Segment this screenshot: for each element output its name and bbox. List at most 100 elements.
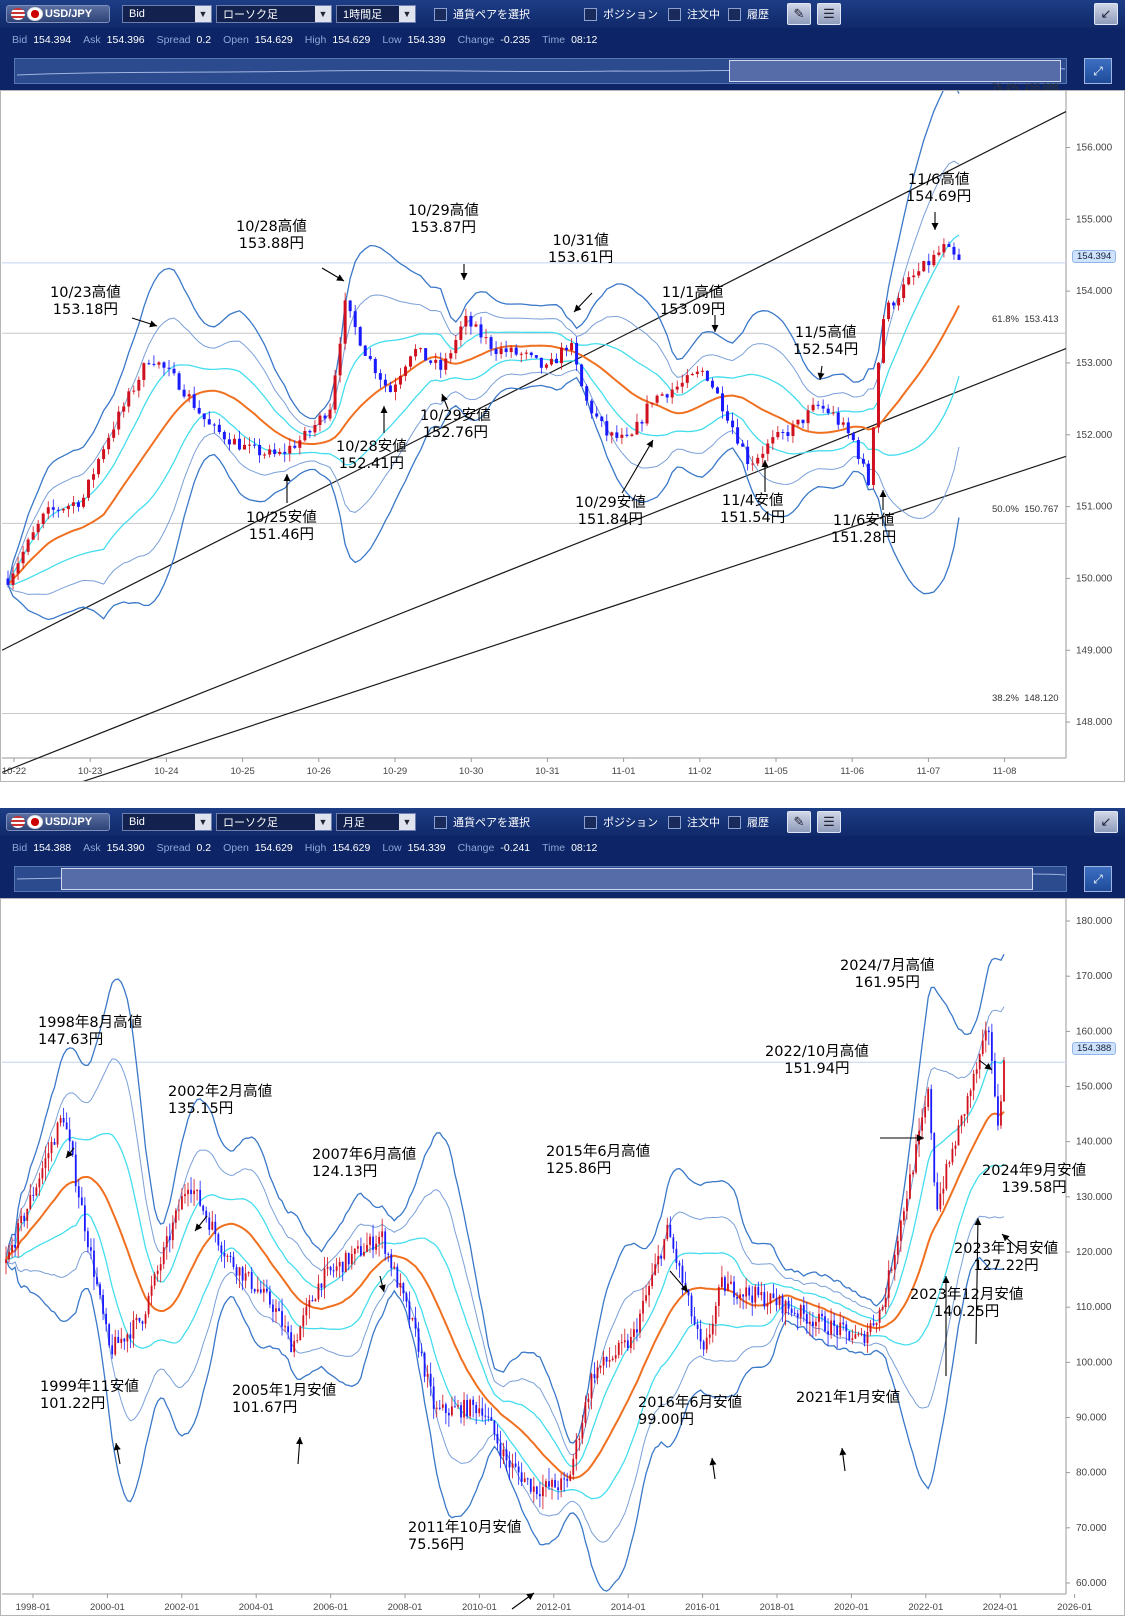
bid-value: 154.388 xyxy=(33,842,72,854)
navigator-window[interactable] xyxy=(729,60,1061,82)
candle-body xyxy=(256,1289,259,1292)
candle-body xyxy=(174,1210,177,1223)
candle-body xyxy=(978,1054,981,1070)
price-type-select[interactable]: Bid ▼ xyxy=(122,813,212,831)
draw-tool-button[interactable]: ✎ xyxy=(787,811,811,833)
candle-body xyxy=(966,1096,969,1115)
navigator-track[interactable] xyxy=(14,866,1067,892)
checkbox[interactable] xyxy=(728,7,741,21)
timeframe-select[interactable]: 月足 ▼ xyxy=(336,813,416,831)
candle-body xyxy=(655,395,659,403)
position-toggle[interactable]: ポジション xyxy=(584,813,658,831)
candle-body xyxy=(605,1356,608,1362)
y-tick-label: 150.000 xyxy=(1076,573,1113,584)
monthly-plot-area[interactable]: 180.000 170.000 160.000 150.000 140.000 130.0… xyxy=(2,898,1125,1616)
candle-body xyxy=(71,1141,74,1155)
candle-body xyxy=(484,337,488,339)
band-middle-lower xyxy=(5,1215,1005,1543)
settings-button[interactable]: ☰ xyxy=(817,811,841,833)
candle-body xyxy=(669,1224,672,1238)
candle-body xyxy=(878,1309,881,1323)
navigator-window[interactable] xyxy=(61,868,1033,890)
hourly-plot-area[interactable]: 156.000 155.000 154.000 153.000 152.000 151.0… xyxy=(1,82,1125,809)
symbol-button[interactable]: USD/JPY xyxy=(6,813,110,831)
candle-body xyxy=(657,1255,660,1265)
zoom-button[interactable]: ⤢ xyxy=(1084,58,1112,84)
candle-body xyxy=(302,1315,305,1327)
collapse-button[interactable]: ↙ xyxy=(1094,3,1118,25)
candle-body xyxy=(954,1145,957,1149)
checkbox[interactable] xyxy=(668,7,681,21)
candle-body xyxy=(205,1210,208,1218)
history-toggle[interactable]: 履歴 xyxy=(728,5,769,23)
candle-body xyxy=(11,1244,13,1252)
annotation-label: 1998年8月高値 147.63円 xyxy=(38,1015,143,1048)
candle-body xyxy=(502,1449,505,1457)
candle-body xyxy=(250,1272,253,1289)
collapse-button[interactable]: ↙ xyxy=(1094,811,1118,833)
checkbox[interactable] xyxy=(434,7,447,21)
arrow-head-icon xyxy=(574,304,582,312)
candle-body xyxy=(308,430,312,433)
spread-value: 0.2 xyxy=(196,842,212,854)
candle-body xyxy=(786,432,790,437)
arrow-head-icon xyxy=(380,406,388,413)
candle-body xyxy=(869,1323,872,1333)
y-tick-label: 152.000 xyxy=(1076,430,1113,441)
candle-body xyxy=(172,368,176,374)
zoom-button[interactable]: ⤢ xyxy=(1084,866,1112,892)
history-toggle[interactable]: 履歴 xyxy=(728,813,769,831)
symbol-button[interactable]: USD/JPY xyxy=(6,5,110,23)
draw-tool-button[interactable]: ✎ xyxy=(787,3,811,25)
candle-body xyxy=(358,327,362,346)
checkbox[interactable] xyxy=(434,815,447,829)
candle-body xyxy=(356,1246,359,1249)
candle-body xyxy=(388,385,392,393)
checkbox[interactable] xyxy=(584,7,597,21)
candle-body xyxy=(32,1194,35,1196)
chart-type-select[interactable]: ローソク足 ▼ xyxy=(216,813,332,831)
x-tick-label: 11-07 xyxy=(917,766,941,777)
price-type-select[interactable]: Bid ▼ xyxy=(122,5,212,23)
y-tick-label: 130.000 xyxy=(1076,1192,1113,1203)
candle-body xyxy=(444,358,448,370)
candle-body xyxy=(494,348,498,355)
candle-body xyxy=(545,1481,547,1488)
settings-button[interactable]: ☰ xyxy=(817,3,841,25)
quote-bar: Bid 154.388 Ask 154.390 Spread 0.2 Open 154.… xyxy=(0,836,1125,860)
candle-body xyxy=(212,424,216,426)
candle-body xyxy=(50,1142,53,1154)
candle-body xyxy=(781,431,785,433)
orders-toggle[interactable]: 注文中 xyxy=(668,5,720,23)
candle-body xyxy=(65,1122,68,1130)
pair-select-toggle[interactable]: 通貨ペアを選択 xyxy=(434,5,530,23)
checkbox[interactable] xyxy=(668,815,681,829)
checkbox[interactable] xyxy=(728,815,741,829)
candle-body xyxy=(396,1266,399,1288)
annotation-label: 2002年2月高値 135.15円 xyxy=(168,1084,273,1117)
checkbox[interactable] xyxy=(584,815,597,829)
candle-body xyxy=(633,1329,635,1337)
orders-toggle[interactable]: 注文中 xyxy=(668,813,720,831)
pair-select-toggle[interactable]: 通貨ペアを選択 xyxy=(434,813,530,831)
candle-body xyxy=(705,370,709,381)
timeframe-select[interactable]: 1時間足 ▼ xyxy=(336,5,416,23)
annotation-label: 10/25安値 151.46円 xyxy=(246,510,317,543)
candle-body xyxy=(514,347,518,355)
candle-body xyxy=(771,437,775,444)
candle-body xyxy=(111,1345,114,1355)
navigator-track[interactable] xyxy=(14,58,1067,84)
candle-body xyxy=(511,1463,514,1468)
position-toggle[interactable]: ポジション xyxy=(584,5,658,23)
annotation-label: 11/1高値 153.09円 xyxy=(660,285,726,318)
y-tick-label: 155.000 xyxy=(1076,214,1113,225)
arrow-head-icon xyxy=(931,223,939,230)
chart-type-select[interactable]: ローソク足 ▼ xyxy=(216,5,332,23)
candle-body xyxy=(414,1317,417,1329)
arrow-head-icon xyxy=(460,273,468,280)
candle-body xyxy=(887,302,891,320)
annotation-label: 2024年9月安値 139.58円 xyxy=(982,1163,1087,1196)
candle-body xyxy=(739,1294,741,1299)
candle-body xyxy=(1003,1060,1005,1102)
us-flag-icon xyxy=(11,8,25,20)
